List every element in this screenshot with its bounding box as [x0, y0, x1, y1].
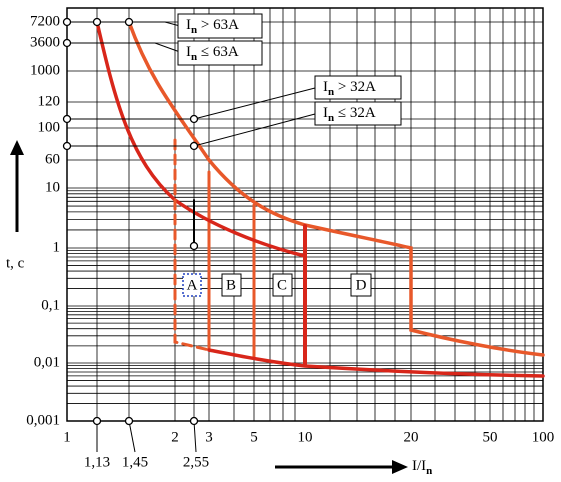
- marker: [62, 141, 72, 151]
- marker: [189, 141, 199, 151]
- leader: [67, 21, 181, 27]
- tail-curve: [207, 348, 545, 378]
- marker: [124, 416, 134, 426]
- leader: [67, 42, 181, 53]
- x-tick-label: 3: [205, 429, 213, 445]
- y-tick-label: 7200: [30, 13, 60, 29]
- zone-box: [221, 273, 242, 297]
- legend-label-sub: n: [328, 86, 334, 98]
- legend-label-symbol: I: [186, 17, 191, 33]
- x-axis-title-sub: n: [426, 465, 432, 477]
- legend-label-symbol: I: [323, 79, 328, 95]
- marker: [62, 114, 72, 124]
- y-tick-label: 1: [53, 239, 61, 255]
- leader: [67, 87, 316, 120]
- a-dashed: [173, 138, 211, 352]
- plot-frame: [66, 7, 544, 422]
- x-tick-label: 50: [483, 429, 498, 445]
- marker: [92, 416, 102, 426]
- y-tick-label: 0,01: [34, 354, 60, 370]
- zone-label: B: [226, 277, 236, 293]
- zone-label: C: [277, 277, 287, 293]
- x-axis-title: I/In: [412, 458, 432, 476]
- leader: [128, 420, 136, 453]
- legend-label-sub: n: [191, 24, 197, 36]
- leaders: [67, 21, 316, 453]
- legend-label-rest: > 63A: [197, 17, 239, 33]
- legend-label-sub: n: [328, 112, 334, 124]
- legend-label-rest: > 32A: [334, 79, 376, 95]
- x-tick-label: 20: [404, 429, 419, 445]
- arrowhead: [10, 140, 24, 155]
- y-tick-label: 3600: [30, 34, 60, 50]
- y-tick-label: 1000: [30, 62, 60, 78]
- y-axis-title: t, c: [6, 255, 25, 271]
- legend-label-rest: ≤ 32A: [334, 105, 376, 121]
- y-tick-label: 0,001: [26, 412, 60, 428]
- zone-box: [272, 273, 293, 297]
- legend-box: [177, 13, 263, 39]
- leader: [193, 420, 197, 453]
- marker: [189, 416, 199, 426]
- x-tick-label: 2: [171, 429, 179, 445]
- upper-curve: [127, 20, 545, 357]
- y-tick-label: 100: [38, 119, 61, 135]
- zone-label: D: [356, 277, 367, 293]
- x-marked-label: 1,13: [84, 454, 110, 470]
- axis-arrows: t, c: [6, 140, 408, 474]
- legend-label: In ≤ 63A: [186, 44, 239, 62]
- x-marked-label: 1,45: [122, 454, 148, 470]
- legend-label-rest: ≤ 63A: [197, 44, 239, 60]
- legend-label: In > 63A: [186, 17, 239, 35]
- zone-box: [182, 273, 202, 297]
- marker: [92, 17, 102, 27]
- x-marked-label: 2,55: [183, 454, 209, 470]
- legend-box: [177, 40, 263, 66]
- markers: [62, 17, 199, 426]
- legend-label-symbol: I: [323, 105, 328, 121]
- arrowhead: [392, 460, 408, 474]
- legend-boxes: [177, 13, 402, 297]
- y-tick-label: 120: [38, 93, 61, 109]
- legend-label-sub: n: [191, 51, 197, 63]
- x-axis-title-symbol: I/I: [412, 458, 426, 474]
- y-tick-label: 0,1: [41, 297, 60, 313]
- marker: [189, 114, 199, 124]
- legend-box: [314, 101, 402, 126]
- lower-curve: [95, 20, 307, 258]
- legend-label-symbol: I: [186, 44, 191, 60]
- marker: [62, 38, 72, 48]
- zone-label: A: [187, 277, 198, 293]
- curves: [95, 20, 545, 378]
- x-tick-label: 10: [298, 429, 313, 445]
- legend-box: [314, 75, 402, 100]
- x-tick-label: 5: [250, 429, 258, 445]
- x-tick-label: 100: [532, 429, 555, 445]
- marker: [62, 17, 72, 27]
- legend-label: In > 32A: [323, 79, 376, 97]
- x-tick-label: 1: [63, 429, 71, 445]
- y-tick-label: 10: [45, 179, 60, 195]
- zone-box: [350, 273, 372, 297]
- legend-label: In ≤ 32A: [323, 105, 376, 123]
- labels: A B C D 720036001000120100601010,10,010,…: [26, 13, 554, 476]
- marker: [189, 241, 199, 251]
- y-tick-label: 60: [45, 151, 60, 167]
- marker: [124, 17, 134, 27]
